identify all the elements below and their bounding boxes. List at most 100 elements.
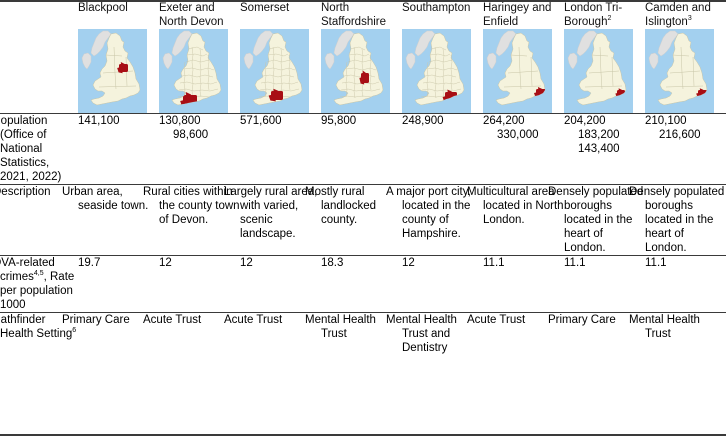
cell-description-southampton: A major port city, located in the county… [386,184,483,256]
row-label-population: Population (Office of National Statistic… [0,113,78,185]
cell-value: 330,000 [497,129,539,141]
cell-pathfinder-setting-blackpool: Primary Care [62,312,159,355]
cell-population-exeter: 130,800 98,600 [159,113,240,185]
region-map-exeter [159,29,228,113]
map-cell-blackpool [78,29,159,114]
cell-value: 264,200 [483,115,525,127]
cell-dva-crimes-london-tri: 11.1 [564,255,645,313]
cell-value: 11.1 [564,257,586,269]
region-map-svg [483,29,552,113]
region-map-haringey [483,29,552,113]
cell-value: Mental Health Trust [305,314,376,340]
region-map-southampton [402,29,471,113]
cell-value: 204,200 [564,115,606,127]
cell-value: 210,100 [645,115,687,127]
map-row-label-cell [0,29,78,114]
region-map-london-tri [564,29,633,113]
cell-value: 141,100 [78,115,120,127]
footnote-marker: 4,5 [33,270,44,278]
cell-pathfinder-setting-exeter: Acute Trust [143,312,240,355]
cell-value: Acute Trust [467,314,526,326]
column-header-label: Somerset [240,2,290,14]
column-header-southampton: Southampton [402,2,483,29]
cell-population-blackpool: 141,100 [78,113,159,185]
cell-value: 248,900 [402,115,444,127]
cell-value: Primary Care [548,314,616,326]
cell-pathfinder-setting-london-tri: Primary Care [548,312,645,355]
cell-value: 130,800 [159,115,201,127]
site-comparison-table: Blackpool Exeter and North Devon Somerset N… [0,2,726,355]
row-label-text: DVA-related crimes [0,257,55,283]
map-cell-somerset [240,29,321,114]
cell-population-london-tri: 204,200 183,200 143,400 [564,113,645,185]
cell-value: 216,600 [659,129,701,141]
table-row: Description Urban area, seaside town.Rura… [0,184,726,256]
column-header-label: North Staffordshire [321,2,386,28]
column-header-label: Haringey and Enfield [483,2,552,28]
cell-population-somerset: 571,600 [240,113,321,185]
footnote-marker: 2 [607,14,612,22]
cell-population-north-staffs: 95,800 [321,113,402,185]
cell-value: 95,800 [321,115,357,127]
cell-pathfinder-setting-camden: Mental Health Trust [629,312,726,355]
cell-value: 571,600 [240,115,282,127]
cell-value: Mental Health Trust and Dentistry [386,314,457,354]
region-map-svg [402,29,471,113]
cell-value: 12 [402,257,415,269]
cell-value: Multicultural area located in North Lond… [467,186,564,226]
cell-population-southampton: 248,900 [402,113,483,185]
cell-value: 183,200 [578,129,620,141]
cell-description-exeter: Rural cities within the county town of D… [143,184,240,256]
cell-dva-crimes-north-staffs: 18.3 [321,255,402,313]
cell-value: Mental Health Trust [629,314,700,340]
footnote-marker: 6 [72,327,77,335]
column-header-label: Camden and Islington [645,2,711,28]
cell-value: 18.3 [321,257,344,269]
cell-population-camden: 210,100 216,600 [645,113,726,185]
row-label-text: Population (Office of National Statistic… [0,115,62,183]
cell-value: 11.1 [645,257,667,269]
column-header-haringey: Haringey and Enfield [483,2,564,29]
column-header-london-tri: London Tri-Borough2 [564,2,645,29]
row-label-text: Description [0,186,51,198]
footnote-marker: 3 [687,14,692,22]
cell-value: Urban area, seaside town. [62,186,149,212]
header-corner-cell [0,2,78,29]
cell-value: Densely populated boroughs located in th… [548,186,644,254]
row-label-dva-crimes: DVA-related crimes4,5, Rate per populati… [0,255,78,313]
region-map-svg [564,29,633,113]
map-cell-exeter [159,29,240,114]
cell-value: Acute Trust [143,314,202,326]
cell-value: A major port city, located in the county… [386,186,471,240]
cell-value: 11.1 [483,257,505,269]
map-cell-haringey [483,29,564,114]
row-label-pathfinder-setting: Pathfinder Health Setting6 [0,312,78,355]
cell-value: Densely populated boroughs located in th… [629,186,725,254]
row-label-description: Description [0,184,78,256]
cell-dva-crimes-exeter: 12 [159,255,240,313]
cell-description-blackpool: Urban area, seaside town. [62,184,159,256]
column-header-label: Exeter and North Devon [159,2,224,28]
region-map-north-staffs [321,29,390,113]
cell-description-haringey: Multicultural area located in North Lond… [467,184,564,256]
cell-description-north-staffs: Mostly rural landlocked county. [305,184,402,256]
cell-value: 98,600 [173,129,209,141]
cell-value: Rural cities within the county town of D… [143,186,240,226]
cell-value: 12 [240,257,253,269]
cell-dva-crimes-somerset: 12 [240,255,321,313]
region-map-svg [78,29,147,113]
table-map-row [0,29,726,114]
map-cell-southampton [402,29,483,114]
region-map-somerset [240,29,309,113]
cell-value: 19.7 [78,257,101,269]
cell-pathfinder-setting-haringey: Acute Trust [467,312,564,355]
cell-value: Primary Care [62,314,130,326]
column-header-label: London Tri-Borough [564,2,623,28]
row-label-suffix: , Rate per population 1000 [0,271,75,311]
region-map-svg [159,29,228,113]
cell-dva-crimes-camden: 11.1 [645,255,726,313]
column-header-north-staffs: North Staffordshire [321,2,402,29]
region-map-camden [645,29,714,113]
